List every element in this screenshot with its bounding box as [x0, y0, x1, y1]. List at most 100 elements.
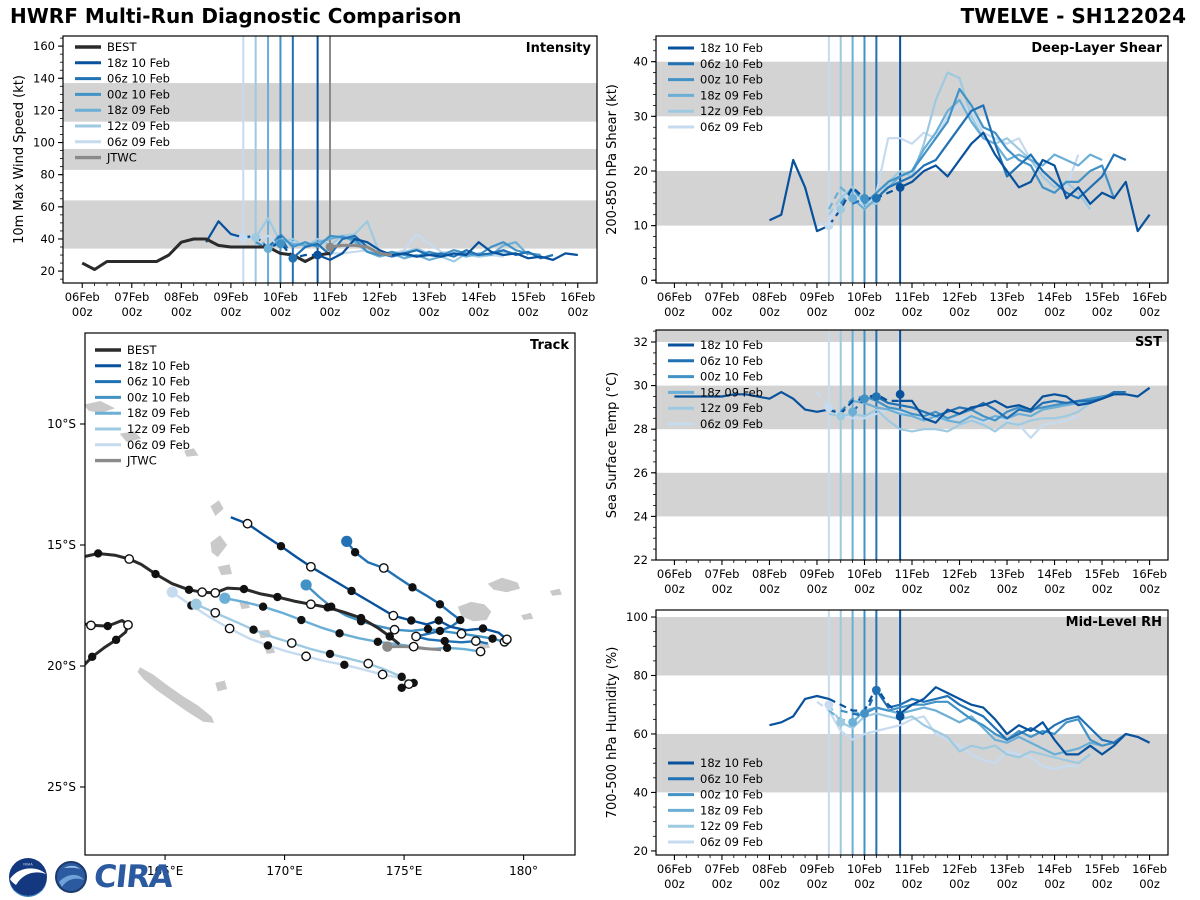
page-title: HWRF Multi-Run Diagnostic Comparison: [10, 4, 462, 28]
init-marker: [836, 204, 846, 214]
x-tick-day: 07Feb: [704, 862, 739, 876]
init-marker: [824, 402, 834, 412]
x-tick-day: 16Feb: [560, 290, 595, 304]
x-tick-day: 16Feb: [1132, 862, 1167, 876]
x-tick-hour: 00z: [759, 582, 780, 596]
legend-entry-r0: 18z 10 Feb: [668, 41, 763, 55]
map-y-tick: 15°S: [47, 538, 76, 552]
x-tick-hour: 00z: [1139, 305, 1160, 319]
x-tick-hour: 00z: [949, 582, 970, 596]
land-polygon: [217, 564, 232, 576]
init-marker: [276, 239, 285, 249]
x-tick-hour: 00z: [518, 305, 539, 319]
series-06z-09-feb: [816, 700, 830, 712]
y-axis-label: Sea Surface Temp (°C): [605, 372, 620, 519]
track-point-filled: [297, 615, 306, 625]
track-point-filled: [356, 613, 366, 623]
track-init-point: [190, 598, 202, 610]
x-tick-hour: 00z: [712, 877, 733, 891]
storm-title: TWELVE - SH122024: [960, 4, 1186, 28]
x-tick-hour: 00z: [567, 305, 588, 319]
track-point-filled: [151, 569, 160, 579]
legend-entry-r4: 12z 09 Feb: [668, 401, 763, 415]
legend-entry-r3: 18z 09 Feb: [75, 103, 170, 117]
track-point-filled: [273, 592, 282, 602]
legend-entry-r3: 18z 09 Feb: [95, 406, 190, 420]
x-tick-hour: 00z: [807, 305, 828, 319]
x-tick-day: 12Feb: [942, 290, 977, 304]
x-tick-day: 08Feb: [164, 290, 199, 304]
x-tick-day: 14Feb: [1037, 862, 1072, 876]
series-12z-09-feb: [840, 402, 1091, 433]
legend-label: 18z 10 Feb: [107, 56, 170, 70]
track-point-filled: [423, 624, 433, 634]
track-point-open: [389, 624, 400, 635]
shear-chart: 01020304006Feb00z07Feb00z08Feb00z09Feb00…: [605, 35, 1169, 319]
y-tick-label: 80: [633, 668, 648, 682]
x-tick-day: 11Feb: [895, 862, 930, 876]
init-marker: [871, 193, 881, 203]
y-tick-label: 26: [633, 466, 648, 480]
x-tick-hour: 00z: [1044, 877, 1065, 891]
track-point-filled: [397, 672, 406, 682]
series-18z-10-feb: [317, 237, 578, 261]
track-init-point: [219, 592, 231, 604]
y-axis-label: 200-850 hPa Shear (kt): [605, 84, 620, 235]
init-marker: [871, 685, 881, 695]
legend-entry-r2: 00z 10 Feb: [668, 73, 763, 87]
track-point-filled: [258, 602, 268, 611]
track-point-filled: [239, 584, 249, 594]
x-tick-day: 16Feb: [1132, 567, 1167, 581]
track-point-filled: [71, 672, 79, 680]
legend-label: 18z 09 Feb: [127, 406, 190, 420]
init-marker: [263, 244, 273, 254]
track-point-open: [301, 651, 311, 662]
legend-label: 18z 10 Feb: [700, 338, 763, 352]
init-marker: [895, 389, 905, 399]
series-jtwc: [329, 243, 393, 257]
track-point-open: [305, 599, 316, 610]
track-init-point: [300, 579, 312, 591]
init-marker: [325, 242, 335, 252]
track-point-open: [286, 638, 297, 648]
legend-entry-r4: 12z 09 Feb: [668, 819, 763, 833]
legend-entry-r2: 00z 10 Feb: [668, 370, 763, 384]
series-18z-10-feb: [899, 131, 1151, 233]
category-band: [656, 330, 1168, 342]
track-point-open: [501, 634, 512, 645]
x-tick-day: 11Feb: [313, 290, 348, 304]
x-tick-day: 10Feb: [847, 862, 882, 876]
track-point-filled: [373, 637, 383, 646]
logo-strip: NOAA CIRA: [8, 856, 175, 898]
init-marker: [251, 232, 261, 242]
legend-entry-r5: 06z 09 Feb: [668, 120, 763, 134]
land-polygon: [457, 601, 492, 622]
y-tick-label: 30: [633, 379, 648, 393]
init-marker: [836, 717, 846, 727]
legend-entry-r1: 06z 10 Feb: [95, 375, 190, 389]
track-point-open: [124, 554, 135, 564]
series-06z-09-feb: [816, 219, 830, 227]
init-marker: [848, 717, 858, 727]
legend-entry-jtwc: JTWC: [75, 151, 137, 165]
y-tick-label: 10: [633, 219, 648, 233]
legend-label: 12z 09 Feb: [700, 819, 763, 833]
y-tick-label: 40: [633, 785, 648, 799]
map-x-tick: 170°E: [266, 864, 303, 878]
x-tick-hour: 00z: [468, 305, 489, 319]
track-point-open: [403, 679, 414, 690]
track-point-filled: [435, 626, 445, 636]
y-tick-label: 40: [40, 232, 55, 246]
x-tick-hour: 00z: [1139, 877, 1160, 891]
legend-label: BEST: [127, 343, 157, 357]
series-06z-09-feb: [828, 104, 1080, 221]
x-tick-day: 07Feb: [704, 290, 739, 304]
y-tick-label: 20: [633, 164, 648, 178]
x-tick-day: 12Feb: [942, 862, 977, 876]
track-point-filled: [408, 583, 417, 592]
x-tick-hour: 00z: [902, 582, 923, 596]
y-tick-label: 60: [40, 200, 55, 214]
x-tick-day: 15Feb: [1085, 290, 1120, 304]
legend-label: 06z 09 Feb: [127, 438, 190, 452]
cira-logo-text: CIRA: [92, 858, 175, 895]
